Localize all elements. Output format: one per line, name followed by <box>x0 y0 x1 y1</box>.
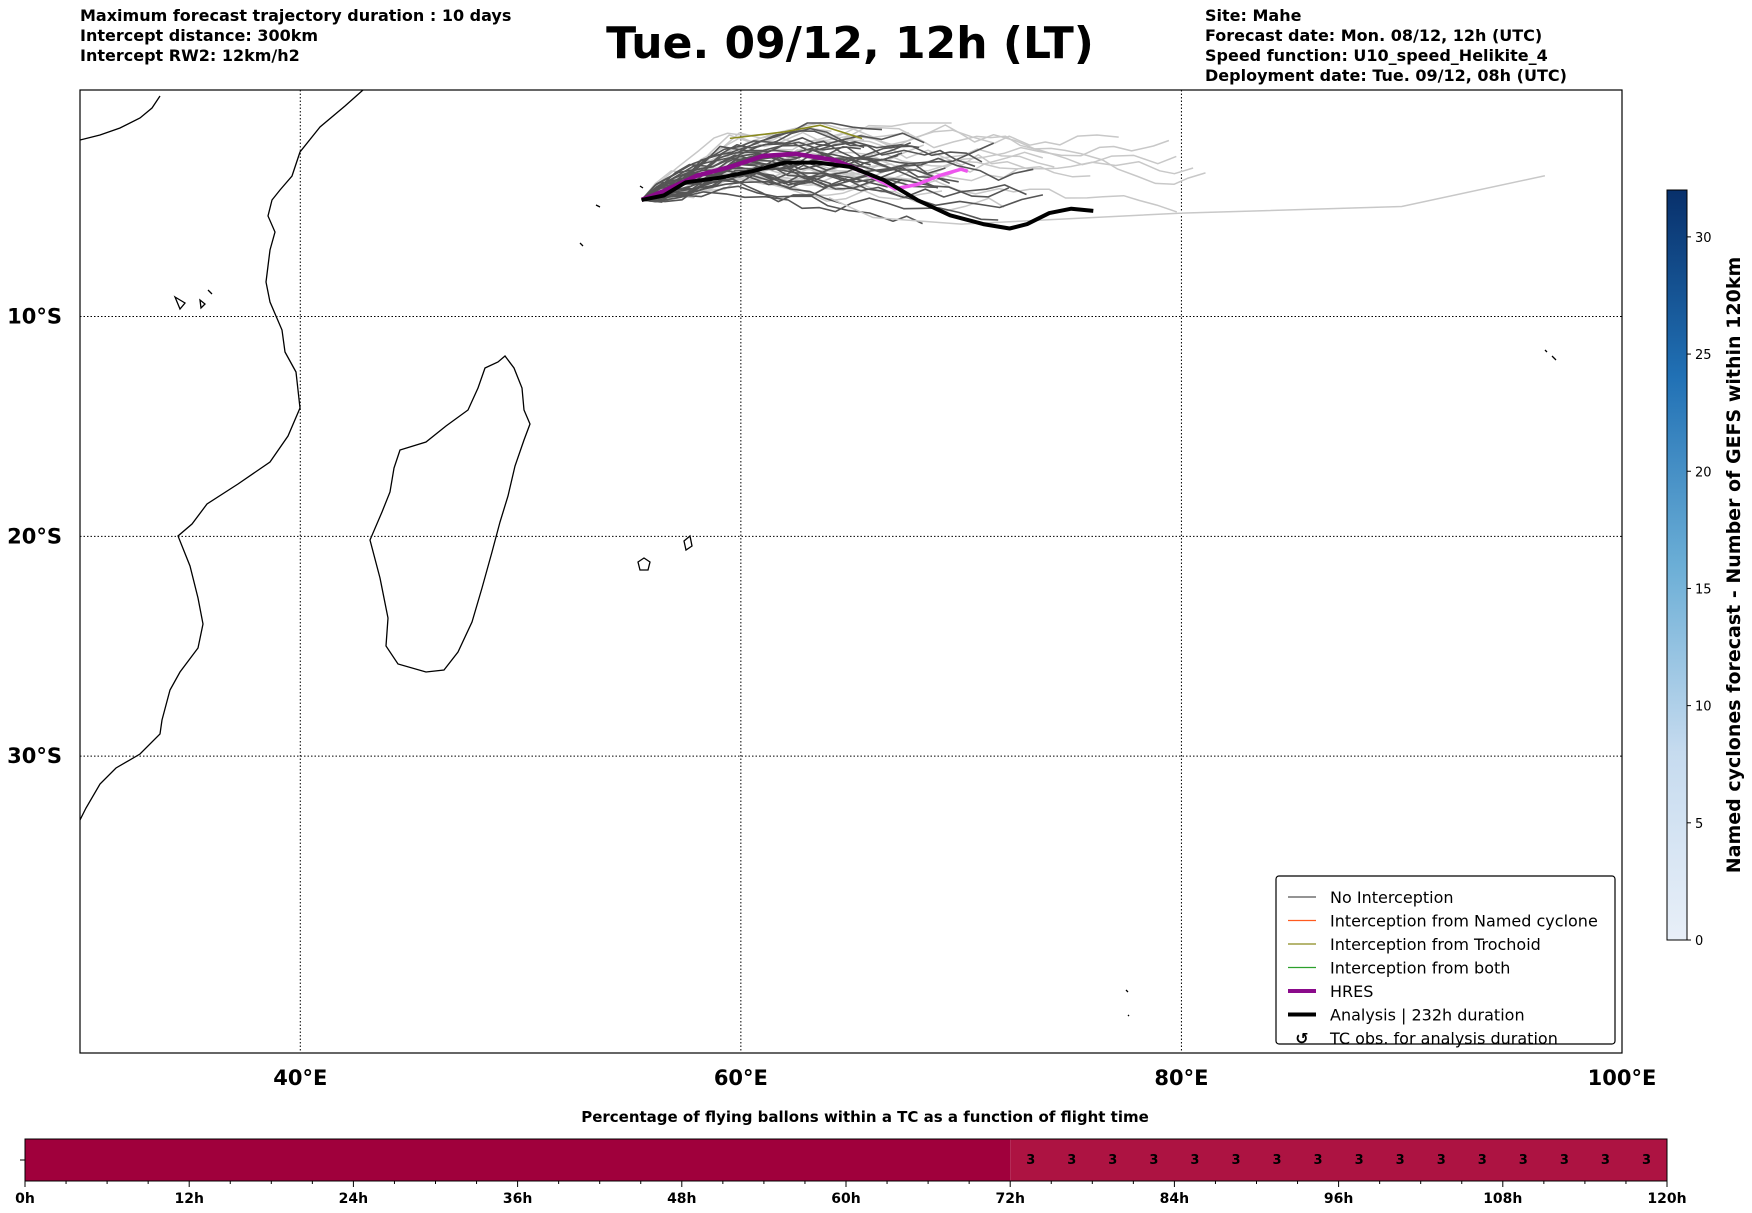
lon-tick-label: 60°E <box>714 1066 768 1090</box>
long-ensemble-trajectory <box>828 175 1546 225</box>
legend-entry-label: Interception from both <box>1330 959 1510 978</box>
reunion-island <box>637 557 651 571</box>
flight-time-cell-value: 3 <box>1314 1153 1323 1168</box>
lon-tick-label: 80°E <box>1154 1066 1208 1090</box>
flight-time-segment <box>1010 1139 1667 1181</box>
lon-tick-label: 100°E <box>1588 1066 1657 1090</box>
forecast-date-text: Forecast date: Mon. 08/12, 12h (UTC) <box>1205 26 1543 45</box>
flight-time-cell-value: 3 <box>1478 1153 1487 1168</box>
lat-tick-label: 20°S <box>7 524 62 548</box>
ensemble-trajectory <box>641 140 897 201</box>
flight-time-tick-label: 72h <box>995 1191 1024 1207</box>
flight-time-cell-value: 3 <box>1026 1153 1035 1168</box>
flight-time-tick-label: 84h <box>1160 1191 1189 1207</box>
deployment-date-text: Deployment date: Tue. 09/12, 08h (UTC) <box>1205 66 1567 85</box>
hres-trajectory-late <box>861 167 969 191</box>
ensemble-trajectory <box>641 122 1177 201</box>
lon-tick-label: 40°E <box>273 1066 327 1090</box>
flight-time-tick-label: 0h <box>15 1191 35 1207</box>
africa-coastline <box>80 90 364 821</box>
flight-time-cell-value: 3 <box>1273 1153 1282 1168</box>
hres-trajectory <box>640 151 863 202</box>
legend-entry-label: Interception from Trochoid <box>1330 935 1541 954</box>
flight-time-cell-value: 3 <box>1067 1153 1076 1168</box>
speed-function-text: Speed function: U10_speed_Helikite_4 <box>1205 46 1548 65</box>
tc-obs-icon: ↺ <box>1295 1029 1308 1048</box>
seychelles-islands <box>579 185 644 247</box>
madagascar-coastline <box>369 355 531 673</box>
colorbar-tick-label: 30 <box>1695 231 1712 246</box>
legend-frame <box>1275 875 1616 1045</box>
ensemble-trajectory <box>641 185 923 225</box>
comoros-islands <box>173 289 213 311</box>
flight-time-cell-value: 3 <box>1396 1153 1405 1168</box>
intercept-rw2-text: Intercept RW2: 12km/h2 <box>80 46 300 65</box>
max-duration-text: Maximum forecast trajectory duration : 1… <box>80 6 512 25</box>
colorbar-label: Named cyclones forecast - Number of GEFS… <box>1723 257 1745 874</box>
colorbar-tick-label: 25 <box>1695 348 1712 363</box>
flight-time-segment <box>25 1139 1011 1181</box>
forecast-trajectories <box>640 122 1546 231</box>
flight-time-tick-label: 60h <box>831 1191 860 1207</box>
map-gridlines <box>80 90 1622 1053</box>
flight-time-tick-label: 108h <box>1483 1191 1522 1207</box>
ensemble-trajectory <box>641 132 925 201</box>
flight-time-cell-value: 3 <box>1231 1153 1240 1168</box>
colorbar-tick-label: 15 <box>1695 582 1712 597</box>
flight-time-cell-value: 3 <box>1642 1153 1651 1168</box>
colorbar-tick-label: 20 <box>1695 465 1712 480</box>
flight-time-cell-value: 3 <box>1560 1153 1569 1168</box>
legend-entry-label: Interception from Named cyclone <box>1330 912 1598 931</box>
mascarene-dots <box>1125 349 1557 1017</box>
lat-tick-label: 30°S <box>7 744 62 768</box>
flight-time-tick-label: 36h <box>503 1191 532 1207</box>
trajectory-settings: Maximum forecast trajectory duration : 1… <box>80 6 511 66</box>
intercept-distance-text: Intercept distance: 300km <box>80 26 319 45</box>
arabia-coastline <box>80 95 161 141</box>
colorbar-tick-label: 0 <box>1695 934 1703 949</box>
flight-time-cell-value: 3 <box>1437 1153 1446 1168</box>
colorbar: Named cyclones forecast - Number of GEFS… <box>1666 189 1745 949</box>
forecast-info: Site: Mahe Forecast date: Mon. 08/12, 12… <box>1205 6 1567 86</box>
flight-time-cell-value: 3 <box>1190 1153 1199 1168</box>
lat-tick-label: 10°S <box>7 304 62 328</box>
mauritius-island <box>683 534 693 552</box>
flight-time-cell-value: 3 <box>1108 1153 1117 1168</box>
flight-time-tick-label: 12h <box>174 1191 203 1207</box>
flight-time-cell-value: 3 <box>1355 1153 1364 1168</box>
coastlines <box>80 90 1557 1017</box>
flight-time-tick-label: 96h <box>1324 1191 1353 1207</box>
flight-time-tick-label: 48h <box>667 1191 696 1207</box>
flight-time-bar: Percentage of flying ballons within a TC… <box>15 1108 1686 1207</box>
flight-time-cell-value: 3 <box>1601 1153 1610 1168</box>
legend-entry-label: No Interception <box>1330 888 1454 907</box>
site-text: Site: Mahe <box>1205 6 1302 25</box>
legend-entry-label: HRES <box>1330 982 1373 1001</box>
chart-title: Tue. 09/12, 12h (LT) <box>606 18 1094 69</box>
ensemble-trajectory <box>641 169 1027 201</box>
flight-time-bar-title: Percentage of flying ballons within a TC… <box>581 1108 1149 1126</box>
flight-time-cell-value: 3 <box>1519 1153 1528 1168</box>
legend-entry-label: TC obs. for analysis duration <box>1329 1029 1558 1048</box>
colorbar-tick-label: 10 <box>1695 700 1712 715</box>
analysis-trajectory <box>641 160 1094 231</box>
flight-time-cell-value: 3 <box>1149 1153 1158 1168</box>
trochoid-interception-trajectory <box>729 124 863 140</box>
legend-entry-label: Analysis | 232h duration <box>1330 1006 1525 1025</box>
colorbar-tick-label: 5 <box>1695 817 1703 832</box>
flight-time-tick-label: 120h <box>1647 1191 1686 1207</box>
colorbar-gradient <box>1666 189 1688 941</box>
flight-time-tick-label: 24h <box>339 1191 368 1207</box>
map-legend: No Interception Interception from Named c… <box>1275 875 1616 1048</box>
